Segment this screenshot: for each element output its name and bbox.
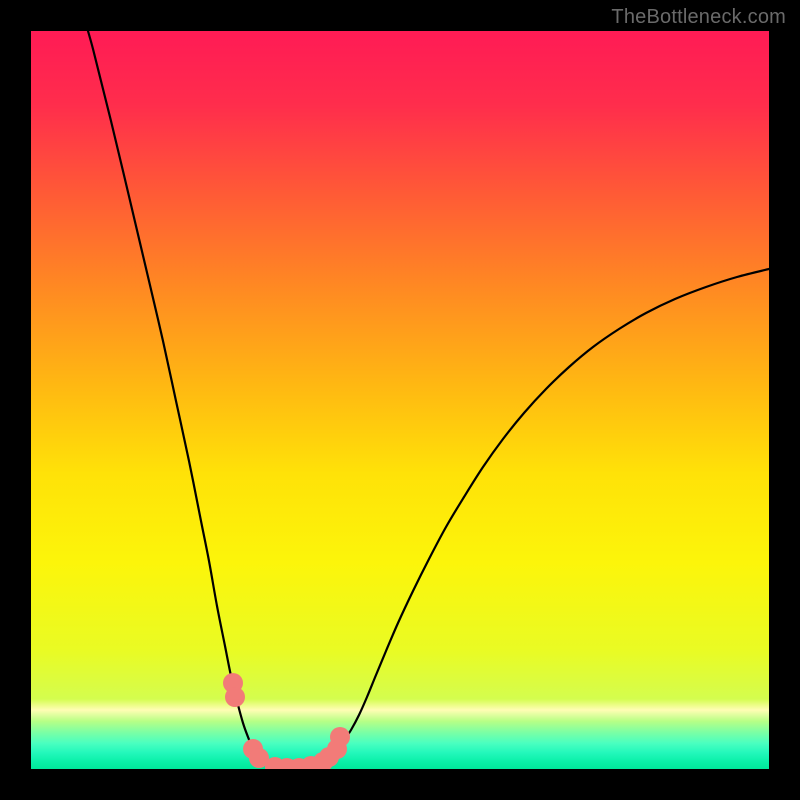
plot-area <box>31 31 769 769</box>
bottleneck-curve <box>88 31 769 769</box>
outer-frame: TheBottleneck.com <box>0 0 800 800</box>
marker-dot <box>330 727 350 747</box>
marker-dot <box>225 687 245 707</box>
watermark-text: TheBottleneck.com <box>611 6 786 29</box>
curve-layer <box>31 31 769 769</box>
